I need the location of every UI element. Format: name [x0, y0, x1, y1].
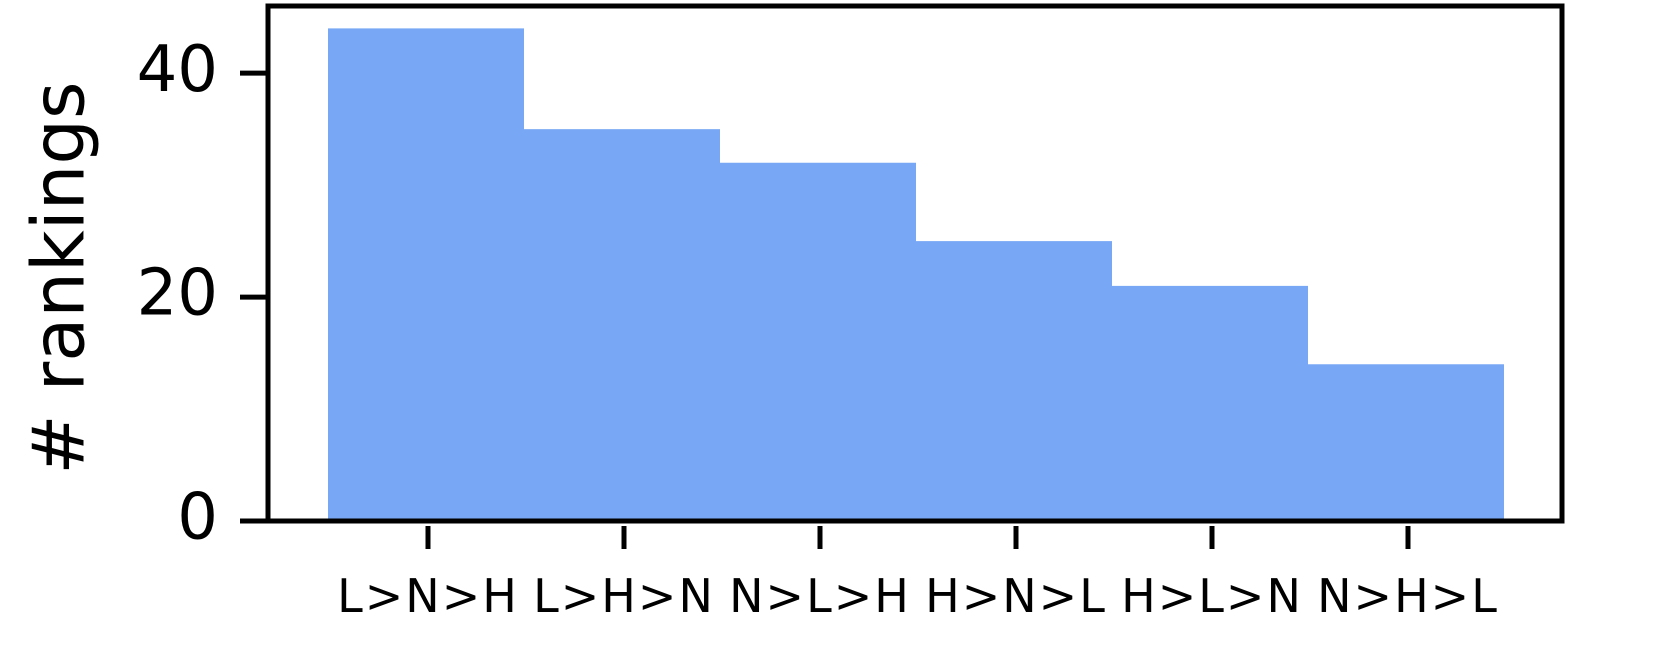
x-ticks-group: L>N>H L>H>N N>L>H H>N>L H>L>N N>H>L [337, 526, 1499, 623]
x-tick-label: N>L>H [729, 569, 911, 623]
bar-1 [524, 129, 720, 522]
bar-2 [720, 162, 916, 521]
bar-5 [1308, 364, 1504, 521]
bars-group [328, 28, 1504, 522]
bar-3 [916, 241, 1112, 521]
x-tick-label: L>N>H [337, 569, 519, 623]
bar-0 [328, 28, 524, 522]
x-tick-label: H>N>L [925, 569, 1107, 623]
x-tick-label: H>L>N [1121, 569, 1303, 623]
x-tick-label: N>H>L [1317, 569, 1499, 623]
y-tick-label: 20 [137, 257, 218, 331]
y-tick-label: 0 [177, 481, 218, 555]
y-tick-label: 40 [137, 33, 218, 107]
x-tick-label: L>H>N [533, 569, 715, 623]
bar-4 [1112, 285, 1308, 521]
y-ticks-group: 0 20 40 [137, 33, 268, 555]
y-axis-title: # rankings [17, 81, 101, 474]
plot-frame [265, 3, 1565, 524]
